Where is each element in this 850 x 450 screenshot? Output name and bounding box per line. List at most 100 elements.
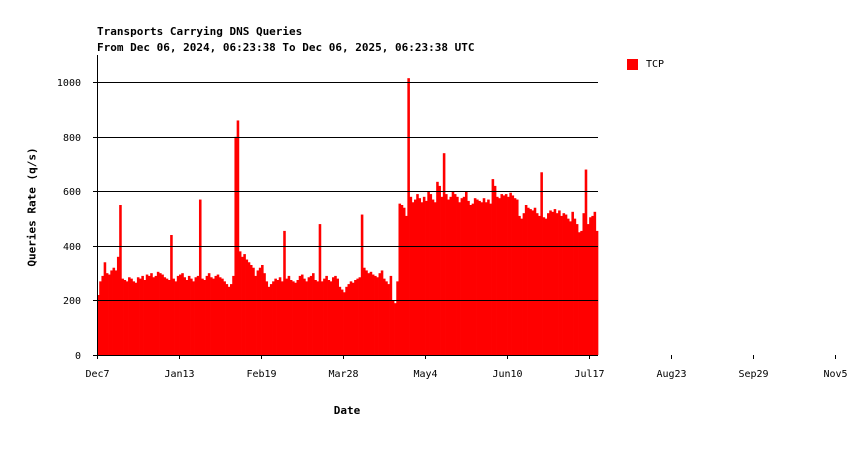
bar [128, 277, 131, 355]
bar [478, 200, 481, 355]
bar [147, 275, 151, 355]
y-tick-label: 600 [63, 187, 81, 198]
bar [329, 281, 333, 355]
bar [139, 278, 142, 355]
bar [323, 278, 326, 355]
bar [542, 217, 546, 355]
bar [340, 289, 344, 355]
y-tick-label: 800 [63, 133, 81, 144]
bar [562, 213, 566, 355]
bar [347, 284, 351, 355]
bar [595, 230, 599, 355]
bar [409, 196, 413, 355]
x-tick-label: Jun10 [492, 369, 522, 380]
bar [152, 277, 155, 355]
bar [156, 271, 160, 355]
bar [207, 273, 211, 355]
bar [238, 251, 242, 355]
bar [245, 259, 249, 355]
bar [547, 213, 550, 355]
bar [212, 278, 215, 355]
bar [515, 199, 519, 355]
bar [183, 277, 187, 355]
bar [258, 267, 262, 355]
bar [343, 292, 346, 355]
bar [130, 278, 133, 355]
bar [334, 275, 337, 355]
bar [509, 192, 512, 355]
bar [511, 195, 515, 355]
chart-subtitle: From Dec 06, 2024, 06:23:38 To Dec 06, 2… [97, 41, 475, 54]
bar [469, 205, 472, 355]
bar [194, 277, 198, 355]
bar [303, 278, 306, 355]
bar [345, 286, 348, 355]
bar [402, 207, 406, 355]
bar [389, 275, 393, 355]
bar [504, 194, 508, 355]
bar [367, 273, 371, 355]
bar [513, 198, 517, 355]
bar [296, 280, 300, 355]
bar [312, 273, 315, 355]
chart-title: Transports Carrying DNS Queries [97, 25, 303, 38]
x-tick-label: Mar28 [328, 369, 358, 380]
bar [551, 211, 555, 355]
bar [265, 281, 269, 355]
bar [553, 209, 557, 355]
legend: TCP [627, 59, 664, 70]
bar [103, 262, 107, 355]
bar [298, 275, 302, 355]
bar [272, 281, 275, 355]
bar [531, 210, 535, 355]
bar [371, 274, 375, 355]
bar [425, 200, 428, 355]
bar [181, 273, 184, 355]
bar [232, 275, 235, 355]
bar [451, 191, 455, 355]
bar [498, 198, 501, 355]
bar [420, 202, 424, 355]
bar [445, 194, 448, 355]
bar [518, 215, 521, 355]
y-tick-label: 400 [63, 242, 81, 253]
bar [447, 199, 450, 355]
x-tick-label: Dec7 [85, 369, 109, 380]
bar [433, 202, 437, 355]
bar [114, 270, 118, 355]
bar [256, 270, 260, 355]
bar [300, 274, 304, 355]
bar [205, 275, 209, 355]
bar [134, 282, 138, 355]
x-tick-label: Jul17 [574, 369, 604, 380]
bar [414, 199, 417, 355]
bar [456, 196, 459, 355]
bar [125, 281, 129, 355]
bar [230, 284, 233, 355]
bar [527, 207, 530, 355]
bar [234, 136, 238, 355]
bar [170, 235, 173, 355]
bar [573, 218, 577, 355]
bar [97, 295, 100, 355]
bar [327, 280, 331, 355]
bar [349, 281, 353, 355]
bar [354, 280, 357, 355]
bar [471, 203, 475, 355]
bar [484, 202, 488, 355]
bar [571, 211, 574, 355]
bar [159, 273, 162, 355]
bar [101, 275, 104, 355]
bar [254, 275, 257, 355]
bar [376, 277, 379, 355]
x-tick-label: Nov5 [823, 369, 847, 380]
bar [566, 218, 570, 355]
bar [292, 281, 295, 355]
bar [431, 199, 435, 355]
bar [405, 215, 408, 355]
bar [429, 194, 433, 355]
bar [520, 218, 523, 355]
bar [285, 278, 288, 355]
bar [338, 286, 342, 355]
